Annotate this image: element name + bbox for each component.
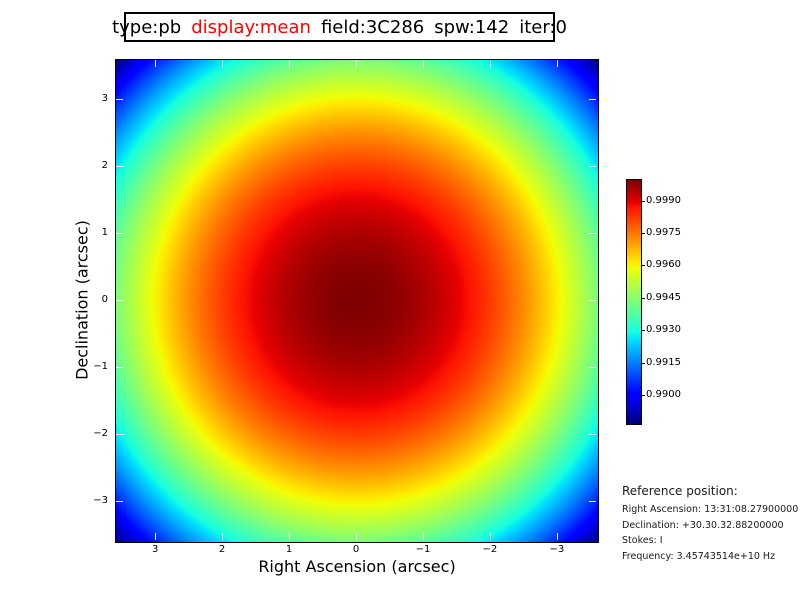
colorbar-canvas (627, 180, 641, 424)
x-tick-label: 1 (285, 544, 293, 555)
colorbar-tick-label: 0.9915 (646, 356, 681, 368)
heatmap-plot (115, 59, 599, 543)
reference-heading: Reference position: (622, 484, 738, 498)
colorbar-tick-label: 0.9930 (646, 324, 681, 336)
reference-line-declination: Declination: +30.30.32.88200000 (622, 520, 784, 531)
title-segment-type: type:pb (112, 16, 182, 38)
colorbar-tick-label: 0.9975 (646, 226, 681, 238)
reference-line-stokes: Stokes: I (622, 535, 663, 546)
y-tick-label: 3 (101, 93, 108, 105)
colorbar-tick-label: 0.9945 (646, 291, 681, 303)
title-segment-display: display:mean (191, 16, 311, 38)
heatmap-canvas (116, 60, 598, 542)
x-tick-label: −3 (549, 544, 565, 555)
x-tick-label: 2 (218, 544, 226, 555)
figure-title-box: type:pb display:mean field:3C286 spw:142… (112, 12, 567, 42)
reference-line-frequency: Frequency: 3.45743514e+10 Hz (622, 551, 776, 562)
colorbar-tick-label: 0.9960 (646, 259, 681, 271)
title-segment-spw: spw:142 (434, 16, 510, 38)
colorbar (626, 179, 642, 425)
x-tick-label: −2 (482, 544, 498, 555)
y-tick-label: −2 (93, 427, 108, 439)
x-tick-label: 0 (352, 544, 360, 555)
x-tick-label: 3 (151, 544, 159, 555)
title-segment-field: field:3C286 (320, 16, 425, 38)
reference-line-right-ascension: Right Ascension: 13:31:08.27900000 (622, 504, 799, 515)
y-tick-label: 2 (101, 160, 108, 172)
colorbar-tick-label: 0.9990 (646, 194, 681, 206)
y-axis-label: Declination (arcsec) (72, 220, 92, 380)
x-axis-label: Right Ascension (arcsec) (258, 557, 456, 576)
colorbar-tick-label: 0.9900 (646, 388, 681, 400)
x-tick-label: −1 (415, 544, 431, 555)
y-tick-label: −3 (93, 494, 108, 506)
title-segment-iter: iter:0 (519, 16, 567, 38)
